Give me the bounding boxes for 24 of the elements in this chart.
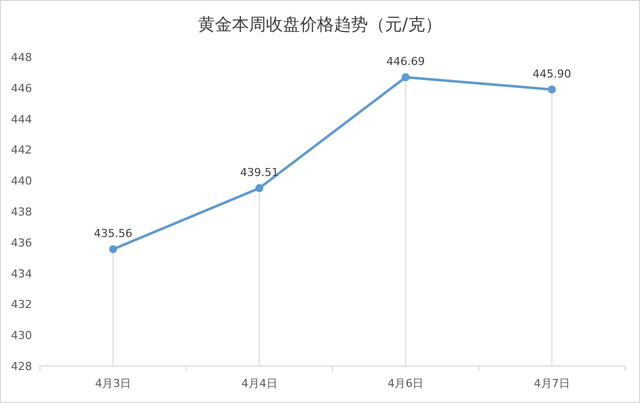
point (255, 184, 264, 192)
point (402, 73, 410, 82)
x-tick-label: 4月3日 (95, 377, 132, 390)
y-tick-label: 428 (11, 360, 32, 373)
text: 446.69 (386, 55, 425, 68)
y-tick-label: 430 (11, 329, 32, 342)
y-tick-label: 446 (11, 82, 32, 95)
x-tick-label: 4月7日 (534, 377, 570, 390)
y-tick-label: 442 (11, 144, 32, 157)
x-tick-label: 4月6日 (388, 377, 424, 390)
y-tick-label: 436 (11, 236, 32, 250)
y-tick-label: 440 (11, 174, 32, 188)
point (548, 85, 556, 94)
y-tick-label: 444 (11, 112, 32, 126)
text: 435.56 (94, 227, 132, 240)
y-tick-label: 432 (11, 298, 32, 312)
y-tick-label: 438 (11, 206, 32, 218)
y-tick-label: 448 (11, 51, 32, 64)
text: 445.90 (532, 67, 572, 80)
x-tick-label: 4月4日 (241, 377, 278, 390)
point (109, 245, 118, 254)
text: 439.51 (240, 166, 279, 180)
chart-title: 黄金本周收盘价格趋势（元/克） (198, 15, 442, 35)
y-tick-label: 434 (11, 267, 32, 280)
